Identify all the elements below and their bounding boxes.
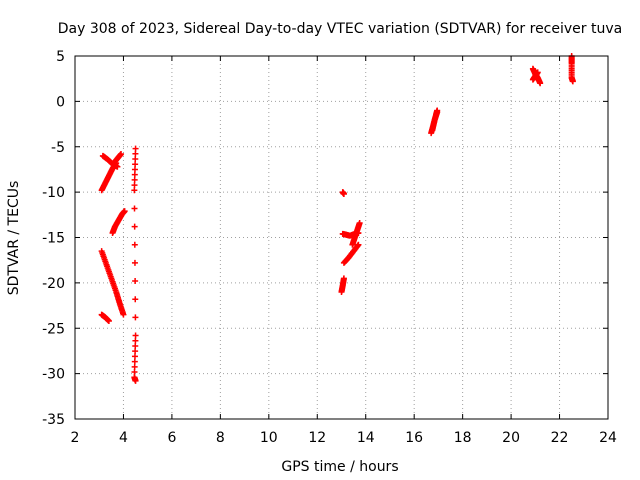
data-point — [131, 353, 138, 360]
x-tick-label: 6 — [167, 430, 176, 446]
plot-frame — [74, 55, 609, 420]
data-point — [340, 275, 347, 282]
y-axis-label: SDTVAR / TECUs — [6, 181, 22, 296]
data-point — [114, 163, 121, 170]
x-tick-label: 16 — [405, 430, 423, 446]
y-tick-label: -30 — [42, 367, 65, 383]
data-point — [131, 369, 138, 376]
data-point — [131, 187, 138, 194]
y-tick-label: -25 — [42, 321, 65, 337]
data-point — [132, 342, 139, 349]
data-point — [118, 151, 125, 158]
x-tick-label: 8 — [216, 430, 225, 446]
x-tick-label: 24 — [599, 430, 617, 446]
chart-title: Day 308 of 2023, Sidereal Day-to-day VTE… — [58, 21, 622, 37]
x-tick-label: 20 — [502, 430, 520, 446]
data-point — [120, 311, 127, 318]
data-point — [132, 314, 139, 321]
x-tick-label: 22 — [551, 430, 569, 446]
data-point — [356, 219, 363, 226]
data-point — [131, 259, 138, 266]
data-point — [534, 69, 541, 76]
y-tick-label: 5 — [56, 49, 65, 65]
data-point — [132, 150, 139, 157]
data-point — [105, 317, 112, 324]
tick-labels: 2 4 6 8 10 12 14 16 18 20 22 2450-5-10-15-20-25-30-… — [42, 49, 617, 446]
x-tick-label: 14 — [357, 430, 375, 446]
data-point — [121, 208, 128, 215]
data-point — [131, 205, 138, 212]
x-tick-label: 2 — [71, 430, 80, 446]
data-point — [132, 156, 139, 163]
data-point — [132, 296, 139, 303]
y-tick-label: -10 — [42, 185, 65, 201]
y-tick-label: -20 — [42, 276, 65, 292]
y-tick-label: -5 — [51, 140, 65, 156]
data-point — [131, 176, 138, 183]
data-point — [132, 337, 139, 344]
data-point — [131, 182, 138, 189]
data-point — [132, 377, 139, 384]
x-tick-label: 12 — [308, 430, 326, 446]
y-tick-label: -15 — [42, 231, 65, 247]
data-point — [132, 348, 139, 355]
data-point — [537, 80, 544, 87]
y-tick-label: -35 — [42, 412, 65, 428]
data-point — [355, 241, 362, 248]
x-tick-label: 18 — [454, 430, 472, 446]
data-point — [131, 166, 138, 173]
data-point — [131, 358, 138, 365]
data-points — [98, 53, 576, 384]
data-point — [131, 363, 138, 370]
data-point — [132, 332, 139, 339]
grid-lines — [74, 55, 609, 420]
data-point — [132, 161, 139, 168]
data-point — [131, 223, 138, 230]
data-point — [132, 145, 139, 152]
data-point — [340, 190, 347, 197]
x-tick-label: 4 — [119, 430, 128, 446]
data-point — [131, 171, 138, 178]
data-point — [434, 109, 441, 116]
y-tick-label: 0 — [56, 94, 65, 110]
data-point — [131, 241, 138, 248]
x-axis-label: GPS time / hours — [281, 459, 398, 475]
data-point — [132, 278, 139, 285]
axis-ticks — [74, 55, 609, 420]
data-point — [569, 78, 576, 85]
x-tick-label: 10 — [260, 430, 278, 446]
